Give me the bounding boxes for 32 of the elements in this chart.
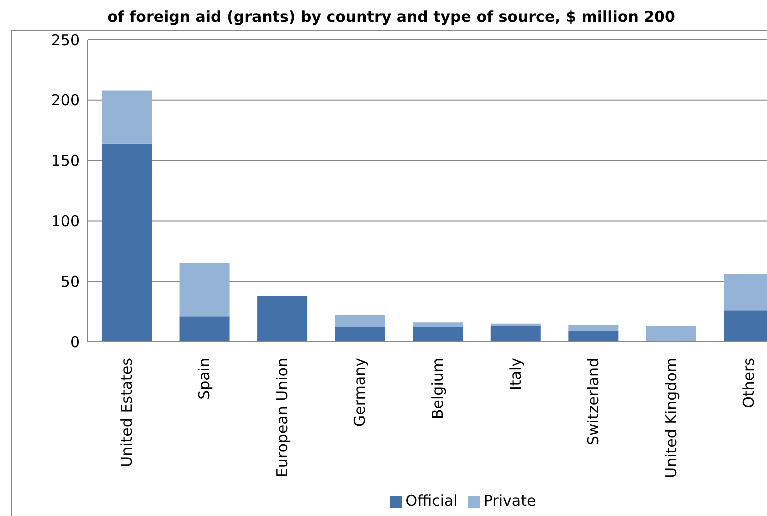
x-tick-label: Belgium bbox=[429, 358, 447, 420]
bar bbox=[102, 144, 152, 342]
x-tick-label: United Kingdom bbox=[662, 358, 680, 478]
bar bbox=[646, 326, 696, 342]
y-tick-label: 250 bbox=[51, 31, 80, 50]
chart-title: of foreign aid (grants) by country and type of source, $ million 200 bbox=[106, 8, 676, 26]
bar bbox=[180, 263, 230, 317]
bar bbox=[258, 296, 308, 342]
legend-label: Private bbox=[484, 492, 536, 510]
y-tick-label: 150 bbox=[51, 152, 80, 170]
y-tick-label: 100 bbox=[51, 212, 80, 231]
y-tick-label: 50 bbox=[60, 272, 80, 291]
bar bbox=[335, 328, 386, 342]
x-tick-label: Switzerland bbox=[584, 358, 603, 446]
bar bbox=[413, 322, 464, 328]
x-tick-label: Others bbox=[740, 358, 758, 408]
bar bbox=[490, 324, 541, 326]
x-tick-label: Spain bbox=[196, 358, 214, 400]
legend-label: Official bbox=[406, 492, 458, 510]
bar bbox=[180, 316, 230, 342]
bar bbox=[490, 326, 541, 342]
bar bbox=[102, 90, 152, 144]
x-tick-label: Germany bbox=[351, 358, 370, 427]
y-tick-label: 0 bbox=[70, 333, 80, 352]
bar bbox=[568, 331, 619, 342]
y-tick-label: 200 bbox=[51, 92, 80, 110]
x-tick-label: United Estates bbox=[118, 358, 136, 468]
x-tick-label: European Union bbox=[273, 358, 292, 478]
x-tick-label: Italy bbox=[506, 358, 525, 391]
bar bbox=[568, 325, 619, 332]
bar bbox=[413, 328, 464, 342]
bar bbox=[335, 315, 386, 328]
